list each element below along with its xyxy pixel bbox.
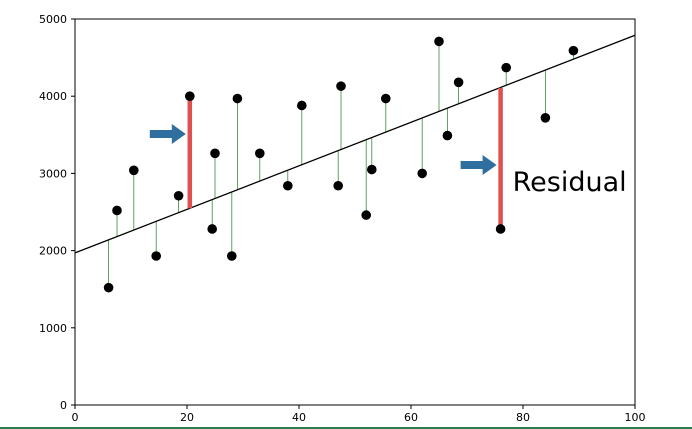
x-tick-label: 60 <box>404 411 418 424</box>
x-tick-label: 100 <box>625 411 646 424</box>
data-points <box>103 36 579 293</box>
x-tick-label: 0 <box>72 411 79 424</box>
y-tick-label: 3000 <box>39 167 67 180</box>
data-point <box>112 205 122 216</box>
regression-line <box>74 34 636 254</box>
x-tick-label: 20 <box>180 411 194 424</box>
arrow-icon <box>149 124 186 144</box>
plot-border <box>74 18 636 406</box>
data-point <box>103 282 114 293</box>
data-point <box>333 180 344 191</box>
x-tick-label: 40 <box>292 411 306 424</box>
data-point <box>361 210 372 220</box>
arrows <box>149 124 497 175</box>
data-point <box>173 190 184 201</box>
y-tick-label: 1000 <box>39 322 67 335</box>
data-point <box>232 93 243 104</box>
y-tick-label: 5000 <box>39 13 67 26</box>
y-tick-label: 0 <box>60 399 67 412</box>
data-point <box>434 36 444 47</box>
data-point <box>501 62 512 73</box>
data-point <box>367 164 377 175</box>
data-point <box>283 180 293 191</box>
data-point <box>254 148 265 159</box>
x-axis-ticks: 0 20 40 60 80 100 <box>72 405 646 424</box>
data-point <box>185 91 195 101</box>
data-point <box>129 165 139 176</box>
data-point <box>381 93 391 104</box>
data-point <box>417 168 428 179</box>
data-point <box>495 224 506 234</box>
regression-line-path <box>74 34 636 254</box>
y-tick-label: 4000 <box>39 90 67 103</box>
plot-frame <box>74 18 636 406</box>
data-point <box>442 130 453 141</box>
data-point <box>336 81 346 91</box>
data-point <box>297 100 307 111</box>
arrow-icon <box>460 155 497 175</box>
data-point <box>568 45 579 56</box>
x-tick-label: 80 <box>516 411 530 424</box>
data-point <box>210 148 220 159</box>
residual-annotation: Residual <box>513 167 627 198</box>
y-tick-label: 2000 <box>39 245 67 258</box>
data-point <box>453 77 464 88</box>
bottom-divider <box>0 427 692 429</box>
data-point <box>540 113 551 123</box>
residual-lines <box>108 41 574 288</box>
data-point <box>151 251 161 261</box>
data-point <box>227 251 237 261</box>
y-axis-ticks: 0 1000 2000 3000 4000 5000 <box>39 13 75 412</box>
highlighted-residuals <box>187 87 503 228</box>
data-point <box>207 224 217 234</box>
